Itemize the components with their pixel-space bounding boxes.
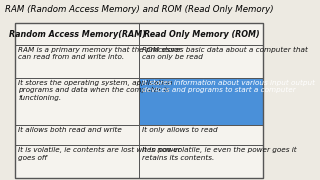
- Bar: [140, 78, 263, 125]
- Bar: [15, 23, 140, 45]
- Text: It is volatile, ie contents are lost when power
goes off: It is volatile, ie contents are lost whe…: [18, 147, 181, 161]
- Text: It stores the operating system, application
programs and data when the computer : It stores the operating system, applicat…: [18, 80, 172, 101]
- Text: Random Access Memory(RAM): Random Access Memory(RAM): [9, 30, 146, 39]
- Text: It is non-volatile, ie even the power goes it
retains its contents.: It is non-volatile, ie even the power go…: [142, 147, 297, 161]
- Text: ROM stores basic data about a computer that
can only be read: ROM stores basic data about a computer t…: [142, 47, 308, 60]
- Text: It allows both read and write: It allows both read and write: [18, 127, 122, 133]
- Bar: [140, 23, 263, 45]
- Text: It only allows to read: It only allows to read: [142, 127, 218, 133]
- Text: RAM (Random Access Memory) and ROM (Read Only Memory): RAM (Random Access Memory) and ROM (Read…: [5, 4, 274, 14]
- Bar: [140, 45, 263, 78]
- Bar: [15, 23, 263, 178]
- Text: RAM is a primary memory that the processor
can read from and write into.: RAM is a primary memory that the process…: [18, 47, 181, 60]
- Bar: [15, 78, 140, 125]
- Bar: [15, 125, 140, 145]
- Bar: [140, 125, 263, 145]
- Bar: [15, 45, 140, 78]
- Text: Read Only Memory (ROM): Read Only Memory (ROM): [144, 30, 259, 39]
- Bar: [140, 145, 263, 178]
- Bar: [15, 145, 140, 178]
- Text: It stores information about various input output
devices and programs to start a: It stores information about various inpu…: [142, 80, 315, 93]
